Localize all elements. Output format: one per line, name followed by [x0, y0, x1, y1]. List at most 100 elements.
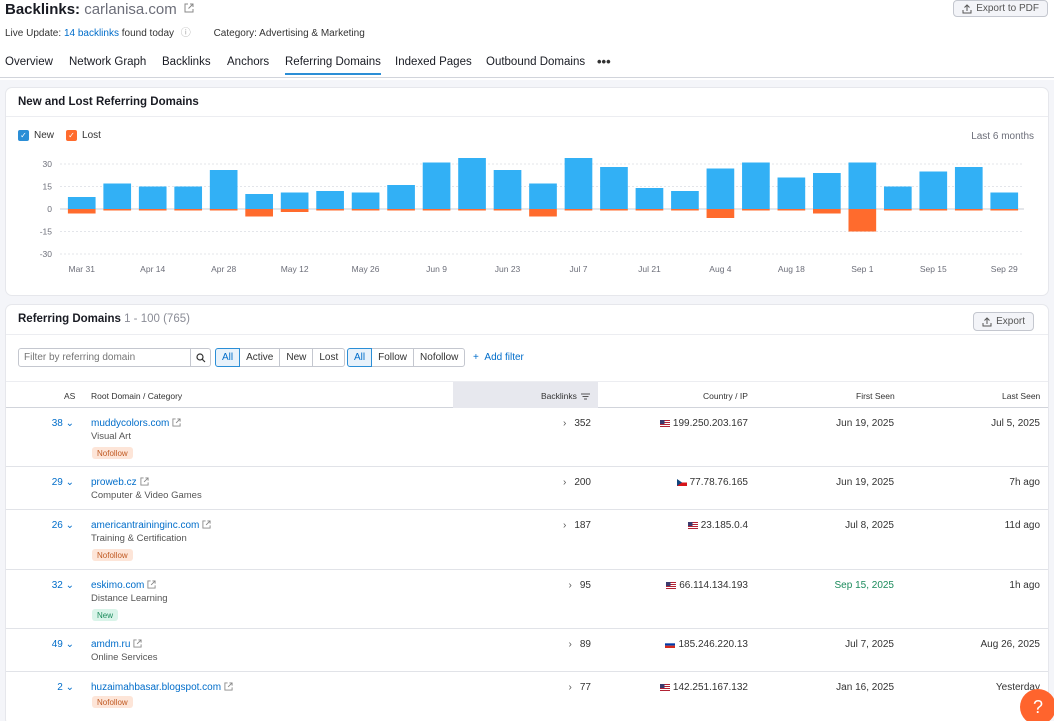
domain-category: Online Services — [91, 652, 158, 663]
external-link-icon[interactable] — [140, 477, 149, 486]
bar-lost — [954, 209, 983, 211]
bar-lost — [635, 209, 664, 211]
x-tick-label: Sep 15 — [920, 264, 947, 274]
chart-card-title: New and Lost Referring Domains — [18, 96, 199, 108]
column-as[interactable]: AS — [64, 391, 76, 401]
y-tick-label: 15 — [43, 182, 53, 192]
more-tabs-button[interactable]: ••• — [597, 54, 611, 69]
follow-filter-all[interactable]: All — [347, 348, 373, 367]
backlinks-value: 187 — [574, 520, 591, 531]
export-pdf-label: Export to PDF — [976, 3, 1039, 14]
domain-link[interactable]: proweb.cz — [91, 477, 149, 488]
follow-filter-nofollow[interactable]: Nofollow — [413, 348, 466, 367]
title-domain[interactable]: carlanisa.com — [84, 1, 177, 18]
y-tick-label: -15 — [40, 227, 53, 237]
status-filter-active[interactable]: Active — [239, 348, 281, 367]
backlinks-count[interactable]: › 95 — [569, 580, 591, 591]
bar-lost — [103, 209, 132, 211]
checkbox-checked-icon: ✓ — [18, 130, 29, 141]
bar-new — [990, 192, 1019, 209]
filter-domain-input[interactable] — [18, 348, 191, 367]
domain-link[interactable]: huzaimahbasar.blogspot.com — [91, 682, 233, 693]
category-label: Category: Advertising & Marketing — [213, 28, 365, 39]
table-title: Referring Domains — [18, 313, 121, 325]
tab-outbound-domains[interactable]: Outbound Domains — [486, 56, 586, 68]
backlinks-value: 352 — [574, 418, 591, 429]
domain-link[interactable]: muddycolors.com — [91, 418, 181, 429]
bar-lost — [919, 209, 948, 211]
live-update-link[interactable]: 14 backlinks — [63, 28, 119, 39]
legend-new[interactable]: ✓ New — [18, 130, 54, 141]
help-button[interactable]: ? — [1020, 689, 1054, 721]
status-filter-new[interactable]: New — [279, 348, 314, 367]
tab-backlinks[interactable]: Backlinks — [162, 56, 211, 68]
ip-address: 23.185.0.4 — [700, 520, 748, 531]
status-filter-group: All Active New Lost — [215, 348, 346, 367]
external-link-icon[interactable] — [147, 580, 156, 589]
bar-lost — [671, 209, 699, 211]
column-root-domain[interactable]: Root Domain / Category — [91, 391, 183, 401]
bar-lost — [280, 209, 309, 212]
authority-score[interactable]: 26 ⌄ — [52, 520, 74, 531]
export-button[interactable]: Export — [973, 312, 1034, 331]
authority-score[interactable]: 32 ⌄ — [52, 580, 74, 591]
column-first-seen[interactable]: First Seen — [856, 391, 895, 401]
table-row: 2 ⌄ huzaimahbasar.blogspot.com Nofollow › 77… — [6, 672, 1048, 721]
legend-lost[interactable]: ✓ Lost — [66, 130, 101, 141]
bar-new — [493, 170, 522, 209]
status-filter-lost[interactable]: Lost — [312, 348, 346, 367]
tab-network-graph[interactable]: Network Graph — [69, 56, 147, 68]
tab-referring-domains[interactable]: Referring Domains — [285, 56, 381, 75]
search-button[interactable] — [191, 348, 211, 367]
external-link-icon[interactable] — [172, 418, 181, 427]
x-tick-label: Mar 31 — [69, 264, 96, 274]
chevron-right-icon: › — [562, 418, 567, 429]
external-link-icon[interactable] — [224, 682, 233, 691]
backlinks-count[interactable]: › 200 — [563, 477, 591, 488]
backlinks-count[interactable]: › 89 — [569, 639, 591, 650]
chevron-right-icon: › — [568, 580, 572, 591]
tab-bar: Overview Network Graph Backlinks Anchors… — [0, 48, 1054, 78]
ip-address: 77.78.76.165 — [689, 477, 748, 488]
tab-anchors[interactable]: Anchors — [227, 56, 270, 68]
authority-score[interactable]: 38 ⌄ — [52, 418, 74, 429]
column-last-seen[interactable]: Last Seen — [1002, 391, 1041, 401]
backlinks-count[interactable]: › 187 — [563, 520, 591, 531]
column-country-ip[interactable]: Country / IP — [703, 391, 748, 401]
table-row: 32 ⌄ eskimo.com Distance Learning New › 95 66.… — [6, 570, 1048, 629]
bar-lost — [387, 209, 415, 211]
add-filter-button[interactable]: + Add filter — [473, 352, 524, 363]
authority-score[interactable]: 29 ⌄ — [52, 477, 74, 488]
first-seen: Jul 7, 2025 — [845, 639, 894, 650]
external-link-icon[interactable] — [133, 639, 143, 648]
export-pdf-button[interactable]: Export to PDF — [953, 0, 1048, 17]
info-icon[interactable]: ⓘ — [180, 28, 191, 39]
country-ip: 77.78.76.165 — [676, 477, 748, 488]
legend-lost-label: Lost — [82, 130, 101, 141]
external-link-icon[interactable] — [184, 3, 194, 13]
authority-score[interactable]: 49 ⌄ — [52, 639, 74, 650]
domain-link[interactable]: amdm.ru — [91, 639, 143, 650]
bar-new — [564, 158, 593, 209]
bar-lost — [458, 209, 486, 211]
backlinks-count[interactable]: › 77 — [569, 682, 591, 693]
column-backlinks[interactable]: Backlinks — [541, 391, 591, 401]
bar-lost — [316, 209, 344, 211]
status-filter-all[interactable]: All — [215, 348, 241, 367]
backlinks-count[interactable]: › 352 — [563, 418, 591, 429]
domain-link[interactable]: americantraininginc.com — [91, 520, 211, 531]
domain-name: proweb.cz — [91, 477, 137, 488]
tab-indexed-pages[interactable]: Indexed Pages — [395, 56, 472, 68]
external-link-icon[interactable] — [202, 520, 211, 529]
chevron-down-icon: ⌄ — [65, 418, 74, 429]
country-ip: 185.246.220.13 — [665, 639, 748, 650]
country-ip: 199.250.203.167 — [659, 418, 748, 429]
domain-link[interactable]: eskimo.com — [91, 580, 156, 591]
authority-score[interactable]: 2 ⌄ — [57, 682, 74, 693]
upload-icon — [982, 316, 992, 326]
status-badge: Nofollow — [92, 549, 133, 561]
follow-filter-follow[interactable]: Follow — [371, 348, 415, 367]
tab-overview[interactable]: Overview — [5, 56, 53, 68]
follow-filter-group: All Follow Nofollow — [347, 348, 466, 367]
country-ip: 142.251.167.132 — [659, 682, 748, 693]
